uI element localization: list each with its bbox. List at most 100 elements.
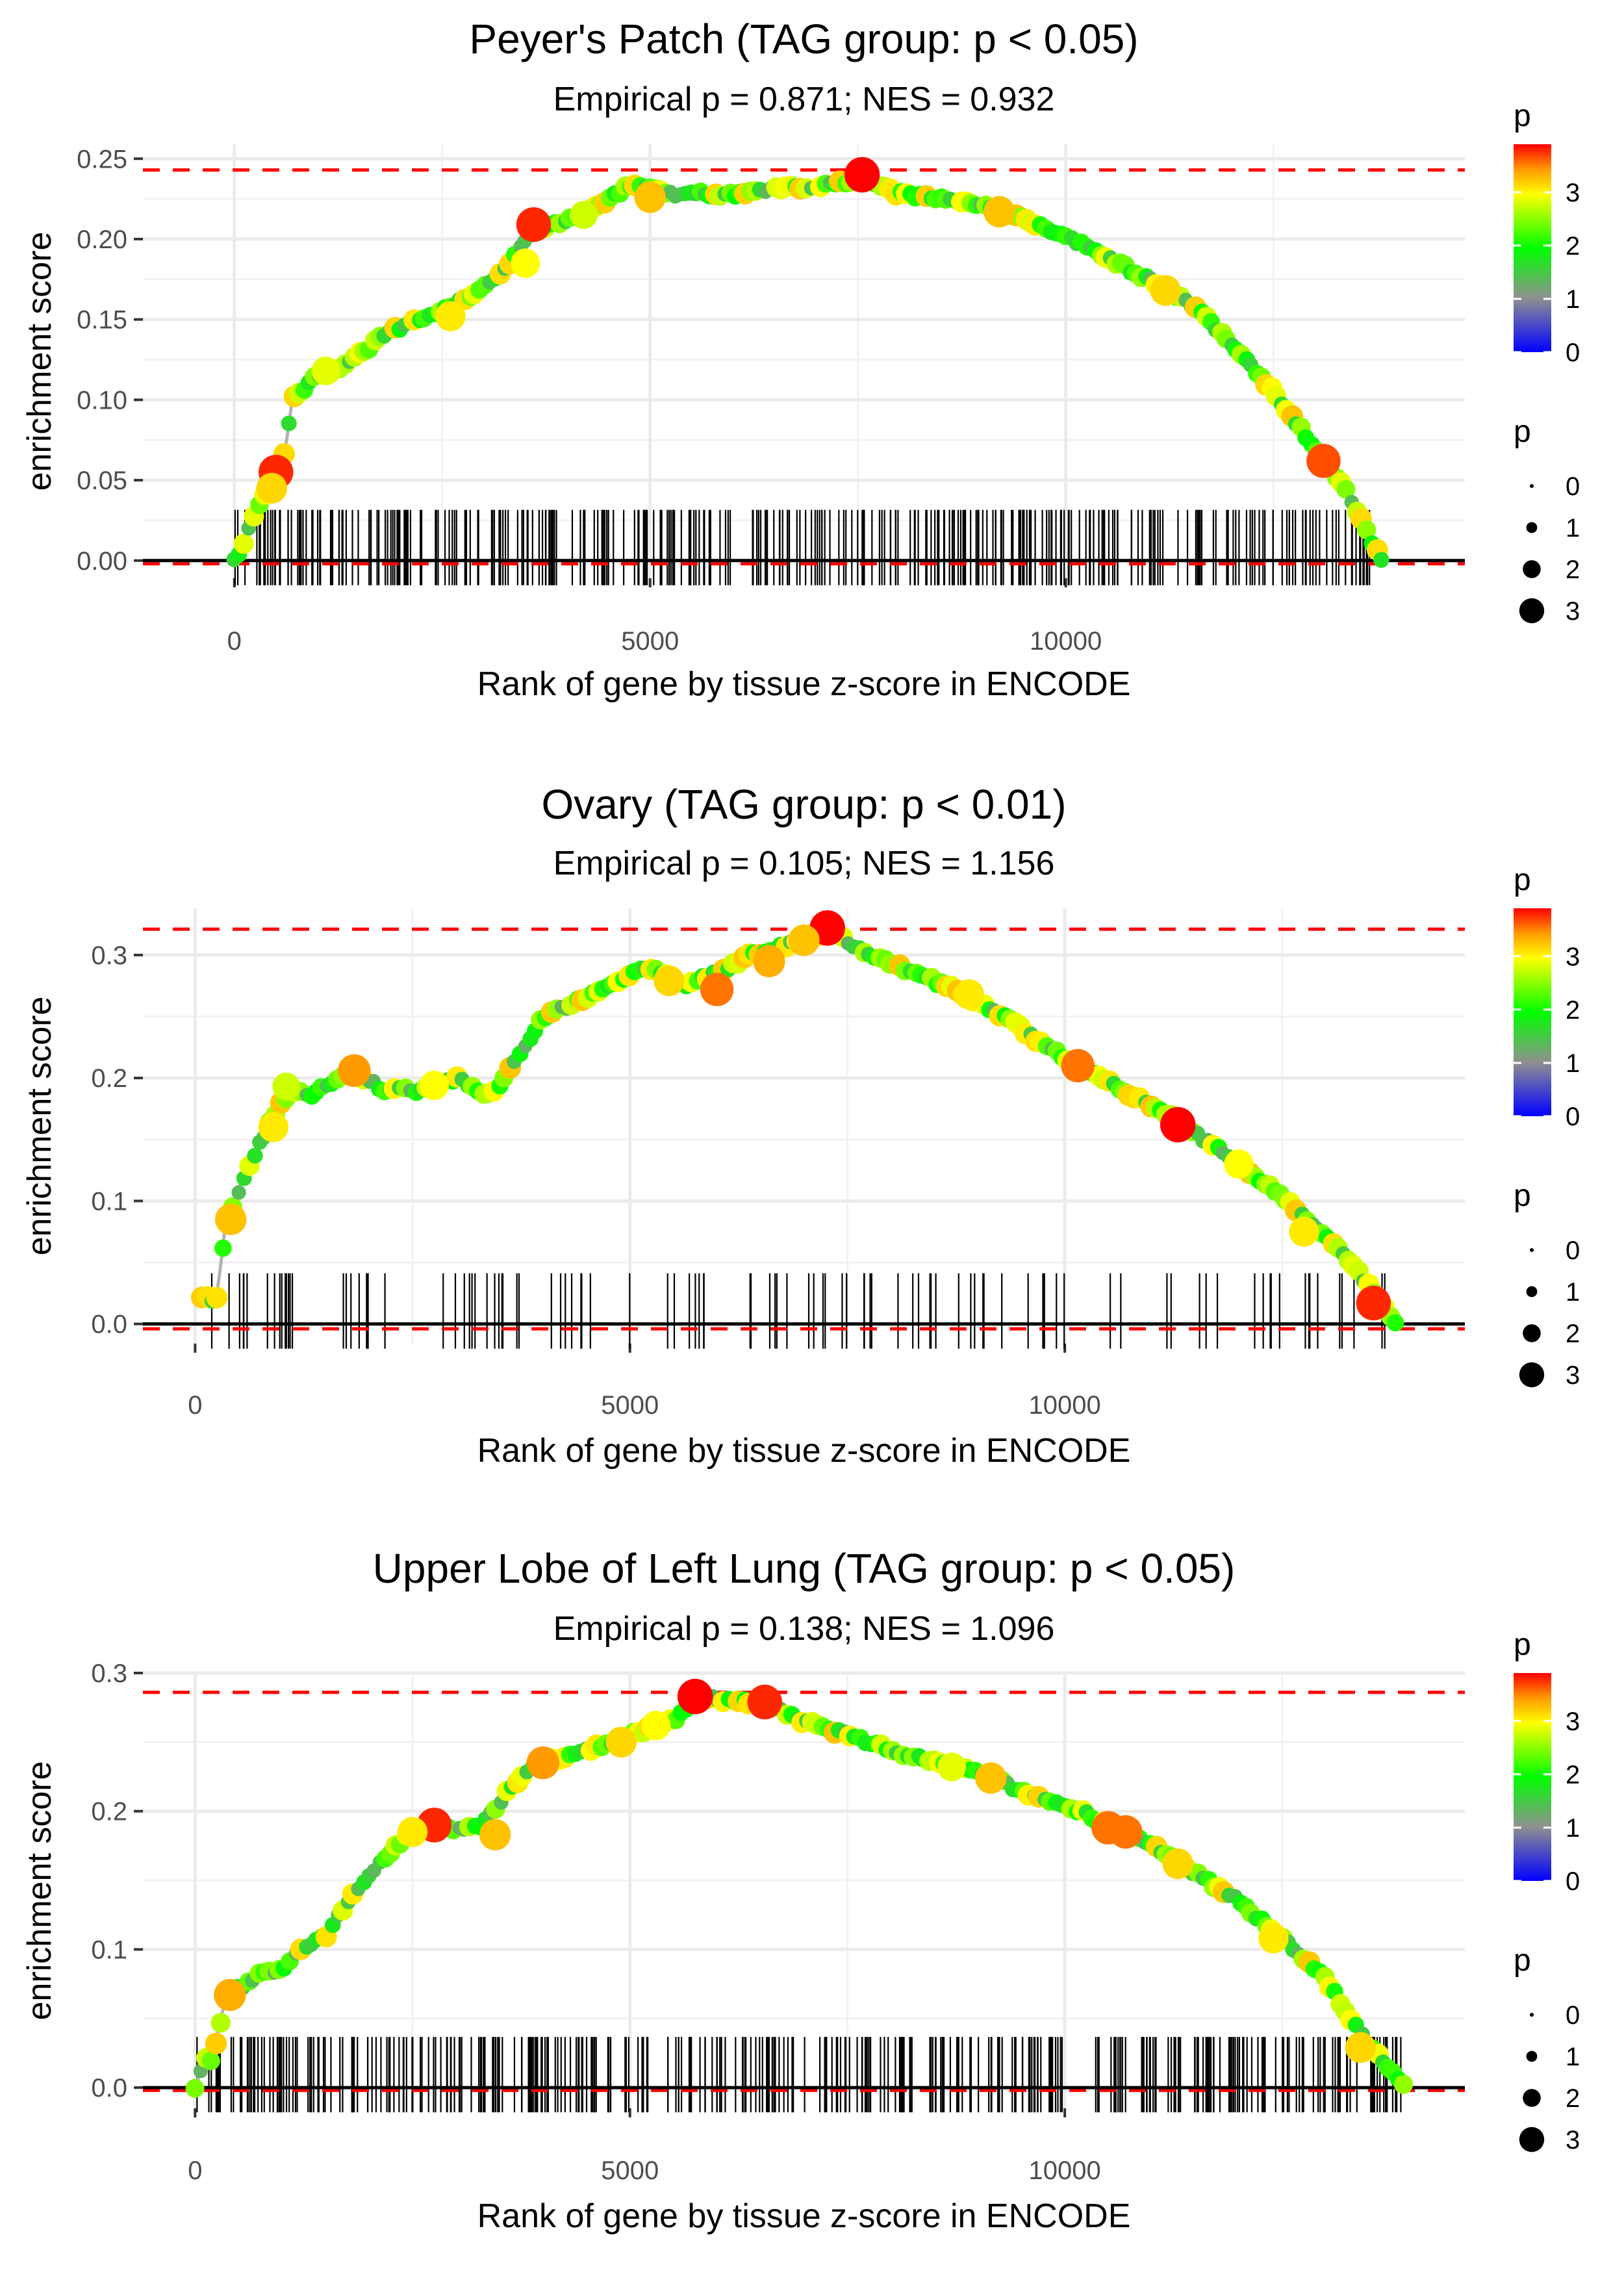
curve-point bbox=[1336, 479, 1356, 499]
y-tick-label: 0.2 bbox=[91, 1064, 127, 1093]
size-legend-title: p bbox=[1514, 1179, 1531, 1213]
panel-2: Ovary (TAG group: p < 0.01) Empirical p =… bbox=[21, 781, 1580, 1470]
size-legend-dot bbox=[1523, 560, 1541, 578]
significant-point bbox=[397, 1817, 428, 1847]
significant-point bbox=[214, 1978, 246, 2012]
x-axis-title: Rank of gene by tissue z-score in ENCODE bbox=[477, 2197, 1131, 2235]
color-bar-label: 0 bbox=[1566, 1103, 1580, 1131]
significant-point bbox=[983, 196, 1015, 228]
significant-point bbox=[526, 1746, 560, 1780]
color-bar-label: 0 bbox=[1566, 339, 1580, 367]
significant-point bbox=[569, 201, 598, 229]
size-legend-dot bbox=[1526, 522, 1538, 533]
significant-point bbox=[1306, 444, 1341, 478]
curve-point bbox=[206, 1286, 228, 1309]
color-bar-label: 3 bbox=[1566, 1707, 1580, 1736]
curve-point bbox=[214, 1239, 232, 1257]
significant-point bbox=[256, 472, 288, 504]
size-legend-label: 3 bbox=[1566, 597, 1580, 626]
y-tick-label: 0.00 bbox=[77, 547, 127, 576]
color-bar-label: 1 bbox=[1566, 285, 1580, 314]
curve-point bbox=[1373, 552, 1389, 568]
y-tick-label: 0.10 bbox=[77, 386, 127, 415]
curve-point bbox=[1393, 2075, 1414, 2094]
significant-point bbox=[311, 356, 340, 385]
x-tick-label: 0 bbox=[188, 2156, 202, 2185]
significant-point bbox=[700, 973, 734, 1006]
y-tick-label: 0.1 bbox=[91, 1187, 127, 1216]
color-bar-label: 1 bbox=[1566, 1814, 1580, 1843]
significant-point bbox=[653, 965, 685, 997]
size-legend-label: 0 bbox=[1566, 2001, 1580, 2030]
color-bar-label: 2 bbox=[1566, 232, 1580, 261]
gene-hit-ticks bbox=[234, 509, 1371, 585]
curve-point bbox=[233, 533, 254, 554]
significant-point bbox=[954, 979, 984, 1010]
size-legend-dot bbox=[1526, 2050, 1538, 2062]
significant-point bbox=[634, 181, 666, 213]
color-bar-label: 0 bbox=[1566, 1867, 1580, 1896]
size-legend-dot bbox=[1530, 484, 1534, 488]
size-legend-label: 0 bbox=[1566, 472, 1580, 501]
x-tick-label: 5000 bbox=[601, 2156, 659, 2185]
significant-point bbox=[1224, 1149, 1254, 1179]
color-bar-label: 2 bbox=[1566, 996, 1580, 1025]
size-legend-label: 3 bbox=[1566, 2126, 1580, 2154]
enrichment-curve bbox=[201, 929, 1397, 1325]
size-legend-label: 2 bbox=[1566, 556, 1580, 584]
panel-1: Peyer's Patch (TAG group: p < 0.05) Empir… bbox=[21, 16, 1580, 703]
y-tick-label: 0.20 bbox=[77, 225, 127, 254]
color-bar-label: 3 bbox=[1566, 943, 1580, 971]
y-tick-label: 0.05 bbox=[77, 466, 127, 495]
color-legend-title: p bbox=[1514, 1628, 1531, 1662]
chart-title: Ovary (TAG group: p < 0.01) bbox=[541, 781, 1066, 828]
legend: p 0 1 2 3 p 0 1 2 3 bbox=[1514, 863, 1580, 1390]
size-legend-dot bbox=[1519, 598, 1545, 624]
color-legend-title: p bbox=[1514, 863, 1531, 897]
size-legend-dot bbox=[1523, 1324, 1541, 1342]
color-bar-label: 3 bbox=[1566, 179, 1580, 207]
size-legend-label: 0 bbox=[1566, 1236, 1580, 1265]
y-axis-title: enrichment score bbox=[21, 997, 58, 1256]
significant-point bbox=[605, 1726, 637, 1757]
significant-point bbox=[272, 1072, 301, 1101]
chart-title: Peyer's Patch (TAG group: p < 0.05) bbox=[469, 16, 1138, 62]
x-tick-label: 10000 bbox=[1029, 2156, 1101, 2185]
y-tick-label: 0.1 bbox=[91, 1935, 127, 1964]
size-legend-dot bbox=[1519, 1362, 1545, 1388]
significant-point bbox=[338, 1054, 371, 1088]
size-legend-label: 3 bbox=[1566, 1361, 1580, 1390]
y-axis-title: enrichment score bbox=[21, 1761, 58, 2021]
color-bar bbox=[1514, 1673, 1551, 1881]
significant-point bbox=[1160, 1106, 1196, 1143]
x-tick-label: 5000 bbox=[621, 627, 679, 656]
chart-subtitle: Empirical p = 0.138; NES = 1.096 bbox=[553, 1610, 1055, 1648]
legend: p 0 1 2 3 p 0 1 2 3 bbox=[1514, 1628, 1580, 2154]
panel-3: Upper Lobe of Left Lung (TAG group: p < … bbox=[21, 1545, 1580, 2235]
size-legend-dot bbox=[1530, 2013, 1534, 2017]
color-bar-label: 2 bbox=[1566, 1761, 1580, 1789]
significant-point bbox=[1109, 1815, 1143, 1849]
color-bar bbox=[1514, 144, 1551, 352]
significant-point bbox=[1289, 1216, 1319, 1247]
color-legend-title: p bbox=[1514, 99, 1531, 133]
legend: p 0 1 2 3 p 0 1 2 3 bbox=[1514, 99, 1580, 626]
significant-point bbox=[1150, 275, 1181, 306]
significant-point bbox=[516, 207, 552, 242]
y-tick-label: 0.0 bbox=[91, 2074, 127, 2102]
significant-point bbox=[215, 1203, 247, 1236]
significant-point bbox=[788, 925, 820, 956]
y-tick-label: 0.15 bbox=[77, 306, 127, 335]
curve-point bbox=[185, 2078, 205, 2098]
chart-subtitle: Empirical p = 0.105; NES = 1.156 bbox=[553, 845, 1055, 882]
gene-hit-ticks bbox=[196, 2037, 1402, 2113]
significant-point bbox=[479, 1819, 511, 1851]
significant-point bbox=[1345, 2032, 1376, 2063]
size-legend-label: 1 bbox=[1566, 514, 1580, 543]
size-legend-label: 1 bbox=[1566, 2043, 1580, 2071]
color-bar bbox=[1514, 908, 1551, 1116]
significant-point bbox=[419, 1070, 450, 1101]
y-axis-title: enrichment score bbox=[21, 232, 58, 491]
size-legend-dot bbox=[1530, 1248, 1534, 1252]
size-legend-label: 2 bbox=[1566, 1320, 1580, 1348]
